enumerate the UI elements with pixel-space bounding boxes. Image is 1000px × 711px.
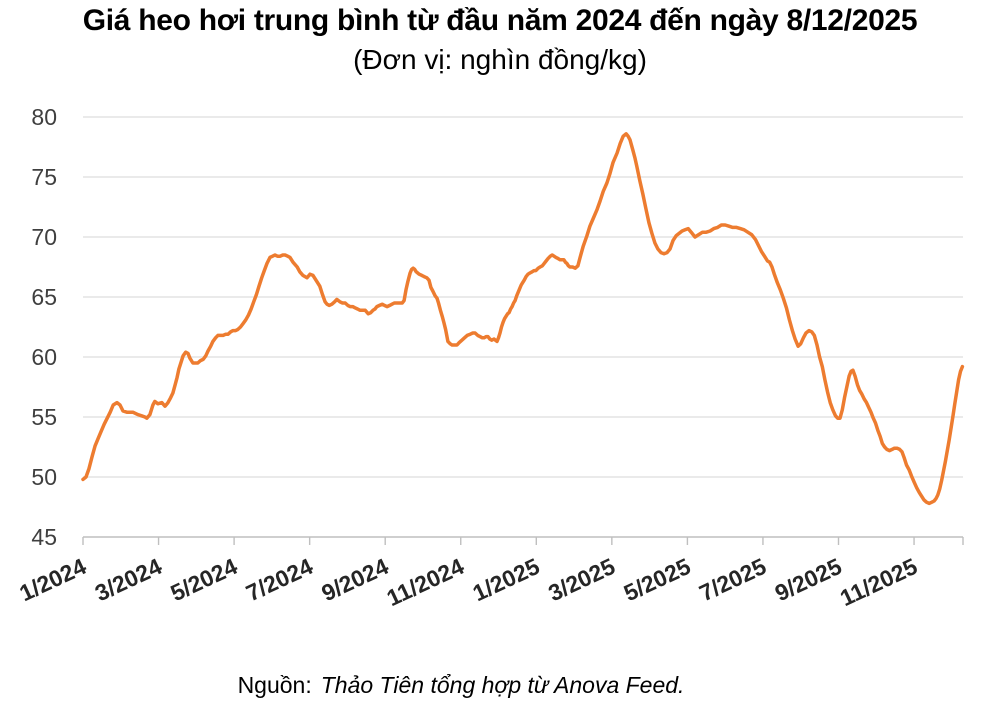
y-tick-label: 55 [31, 404, 57, 430]
x-tick-label: 5/2024 [166, 553, 241, 606]
x-tick-label: 3/2025 [544, 553, 619, 606]
y-tick-label: 50 [31, 464, 57, 490]
x-tick-label: 11/2024 [383, 553, 468, 611]
x-tick-label: 7/2024 [242, 553, 317, 606]
y-tick-label: 80 [31, 104, 57, 130]
source-text: Thảo Tiên tổng hợp từ Anova Feed. [320, 672, 685, 698]
y-tick-label: 70 [31, 224, 57, 250]
x-tick-label: 1/2024 [15, 553, 90, 606]
chart-title: Giá heo hơi trung bình từ đầu năm 2024 đ… [82, 4, 918, 37]
chart-subtitle: (Đơn vị: nghìn đồng/kg) [353, 44, 647, 75]
x-tick-label: 7/2025 [695, 553, 770, 606]
x-tick-label: 11/2025 [836, 553, 921, 611]
y-tick-label: 45 [31, 524, 57, 550]
x-tick-label: 3/2024 [91, 553, 166, 606]
x-tick-label: 1/2025 [469, 553, 544, 606]
x-tick-label: 9/2025 [771, 553, 846, 606]
x-tick-label: 5/2025 [620, 553, 695, 606]
y-tick-label: 65 [31, 284, 57, 310]
y-tick-label: 60 [31, 344, 57, 370]
x-tick-label: 9/2024 [318, 553, 393, 606]
source-prefix: Nguồn: [237, 672, 312, 698]
source-line: Nguồn: Thảo Tiên tổng hợp từ Anova Feed. [0, 672, 922, 699]
price-line [81, 132, 965, 506]
y-tick-label: 75 [31, 164, 57, 190]
